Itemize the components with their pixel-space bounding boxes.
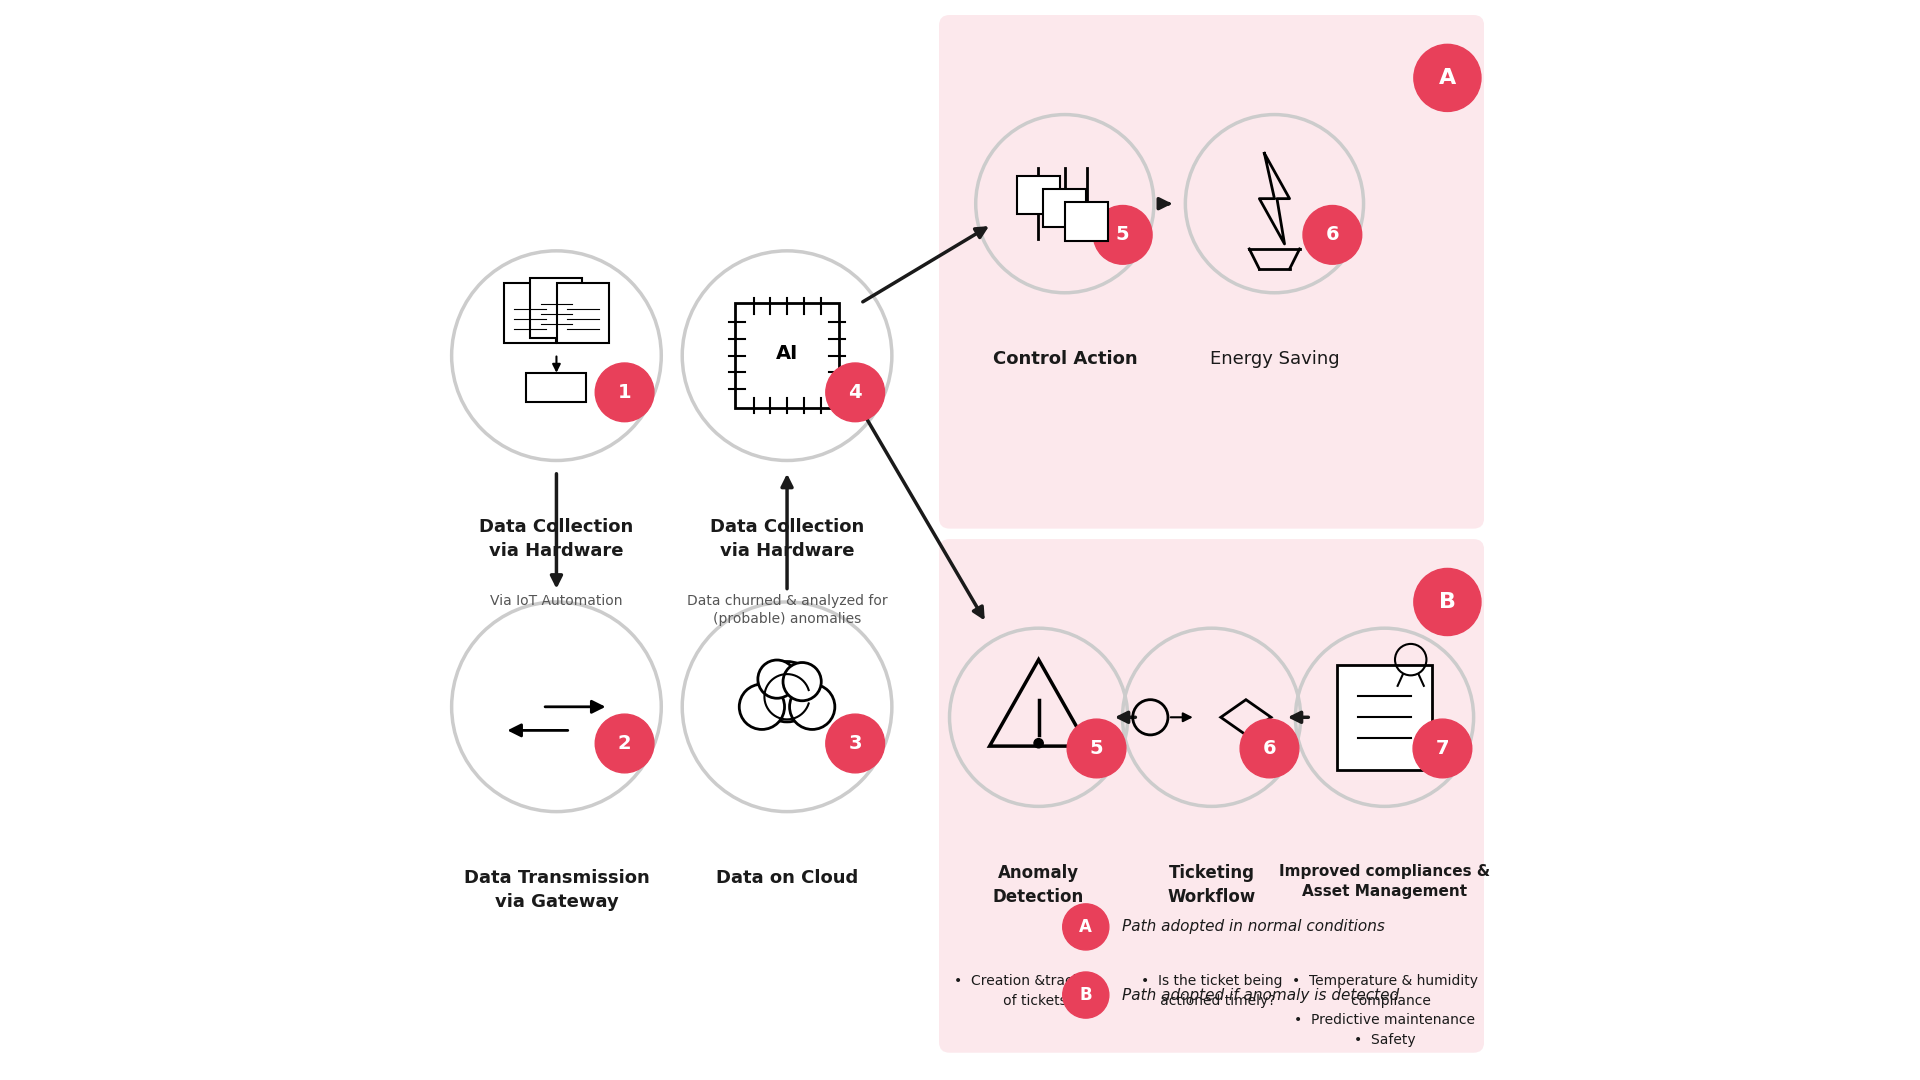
Text: Ticketing
Workflow: Ticketing Workflow — [1167, 864, 1256, 906]
Circle shape — [1413, 44, 1480, 111]
Text: 1: 1 — [618, 382, 632, 402]
FancyBboxPatch shape — [530, 278, 582, 338]
Text: A: A — [1438, 68, 1455, 87]
Text: A: A — [1079, 918, 1092, 936]
Text: AI: AI — [776, 343, 799, 363]
Text: Via IoT Automation: Via IoT Automation — [490, 594, 622, 608]
Text: 7: 7 — [1436, 739, 1450, 758]
Text: 5: 5 — [1091, 739, 1104, 758]
Text: Data on Cloud: Data on Cloud — [716, 869, 858, 888]
Text: Path adopted in normal conditions: Path adopted in normal conditions — [1123, 919, 1386, 934]
Circle shape — [1064, 972, 1110, 1018]
Circle shape — [1068, 719, 1125, 778]
FancyBboxPatch shape — [1338, 665, 1432, 770]
FancyBboxPatch shape — [557, 283, 609, 343]
Text: Energy Saving: Energy Saving — [1210, 350, 1340, 368]
Circle shape — [826, 714, 885, 773]
Text: Improved compliances &
Asset Management: Improved compliances & Asset Management — [1279, 864, 1490, 899]
Text: Data Collection
via Hardware: Data Collection via Hardware — [710, 518, 864, 559]
Text: 4: 4 — [849, 382, 862, 402]
Circle shape — [1304, 205, 1361, 265]
Circle shape — [1413, 568, 1480, 635]
Text: 6: 6 — [1263, 739, 1277, 758]
Text: Data Collection
via Hardware: Data Collection via Hardware — [480, 518, 634, 559]
Circle shape — [826, 363, 885, 421]
Circle shape — [595, 714, 655, 773]
Text: •  Is the ticket being
   actioned timely?: • Is the ticket being actioned timely? — [1140, 974, 1283, 1008]
Circle shape — [1240, 719, 1298, 778]
FancyBboxPatch shape — [526, 374, 586, 402]
FancyBboxPatch shape — [939, 539, 1484, 1053]
Circle shape — [758, 660, 797, 699]
Text: B: B — [1079, 986, 1092, 1004]
Circle shape — [756, 662, 818, 721]
Text: B: B — [1438, 592, 1455, 612]
Text: Data Transmission
via Gateway: Data Transmission via Gateway — [463, 869, 649, 910]
Text: •  Creation &tracking
   of tickets: • Creation &tracking of tickets — [954, 974, 1102, 1008]
FancyBboxPatch shape — [1043, 189, 1087, 228]
Circle shape — [739, 684, 785, 729]
Circle shape — [789, 684, 835, 729]
Text: Path adopted if anomaly is detected: Path adopted if anomaly is detected — [1123, 987, 1400, 1002]
Text: 2: 2 — [618, 734, 632, 753]
FancyBboxPatch shape — [1018, 176, 1060, 214]
Circle shape — [595, 363, 655, 421]
Text: 5: 5 — [1116, 226, 1129, 244]
Circle shape — [1413, 719, 1473, 778]
Text: Anomaly
Detection: Anomaly Detection — [993, 864, 1085, 906]
Circle shape — [1064, 904, 1110, 950]
Circle shape — [1035, 739, 1043, 747]
Text: Data churned & analyzed for
(probable) anomalies: Data churned & analyzed for (probable) a… — [687, 594, 887, 625]
Text: 3: 3 — [849, 734, 862, 753]
FancyBboxPatch shape — [505, 283, 557, 343]
Text: •  Temperature & humidity
   compliance
•  Predictive maintenance
•  Safety: • Temperature & humidity compliance • Pr… — [1292, 974, 1478, 1047]
FancyBboxPatch shape — [735, 303, 839, 408]
Circle shape — [783, 662, 822, 701]
FancyBboxPatch shape — [939, 15, 1484, 528]
FancyBboxPatch shape — [1066, 202, 1108, 241]
Circle shape — [1092, 205, 1152, 265]
Text: 6: 6 — [1325, 226, 1338, 244]
Text: Control Action: Control Action — [993, 350, 1137, 368]
